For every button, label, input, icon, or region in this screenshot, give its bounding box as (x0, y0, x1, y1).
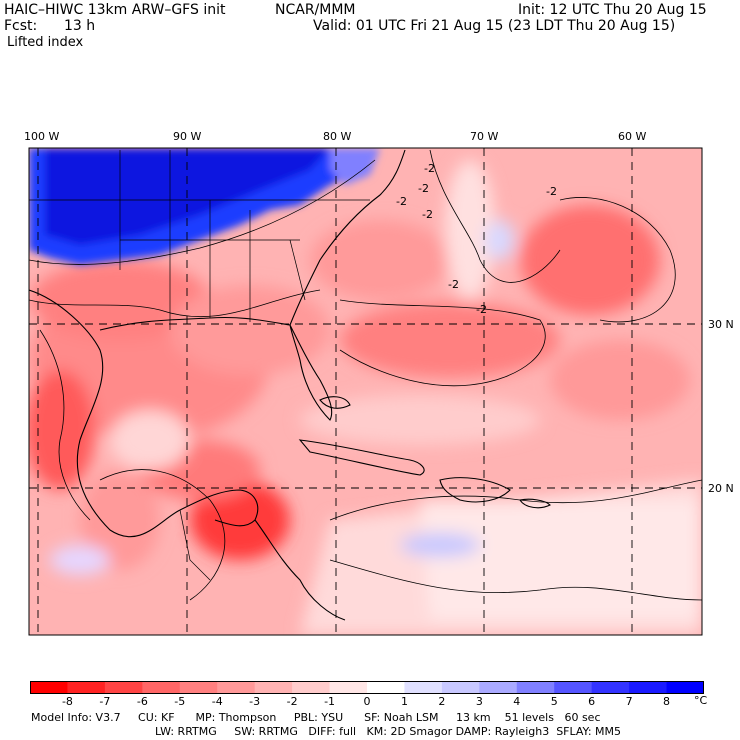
colorbar-swatch (142, 681, 181, 694)
lon-label-90w: 90 W (173, 130, 202, 143)
colorbar-unit: °C (694, 694, 708, 707)
colorbar-tick-label: -2 (286, 695, 298, 708)
colorbar (30, 681, 704, 694)
colorbar-swatch (629, 681, 668, 694)
field-name: Lifted index (7, 35, 84, 50)
colorbar-tick-label: 1 (400, 695, 408, 708)
colorbar-swatch (104, 681, 143, 694)
lat-label-30n: 30 N (708, 318, 734, 331)
colorbar-swatch (329, 681, 368, 694)
contour-label: -2 (396, 195, 407, 208)
colorbar-tick-label: -5 (174, 695, 186, 708)
contour-label: -2 (476, 303, 487, 316)
colorbar-swatch (404, 681, 443, 694)
contour-label: -2 (422, 208, 433, 221)
colorbar-swatch (67, 681, 106, 694)
colorbar-tick-label: -6 (136, 695, 148, 708)
colorbar-tick-label: 3 (475, 695, 483, 708)
colorbar-tick-label: 0 (363, 695, 371, 708)
colorbar-frame (30, 681, 704, 694)
contour-label: -2 (546, 185, 557, 198)
colorbar-tick-label: 5 (550, 695, 558, 708)
lon-label-100w: 100 W (24, 130, 60, 143)
lat-label-20n: 20 N (708, 482, 734, 495)
model-info-line2: LW: RRTMG SW: RRTMG DIFF: full KM: 2D Sm… (155, 725, 621, 738)
model-title: HAIC–HIWC 13km ARW–GFS init (4, 2, 226, 18)
colorbar-tick-label: 4 (513, 695, 521, 708)
fcst-value: 13 h (64, 18, 96, 34)
colorbar-swatch (217, 681, 256, 694)
valid-time: Valid: 01 UTC Fri 21 Aug 15 (23 LDT Thu … (313, 18, 676, 34)
contour-label: -2 (424, 162, 435, 175)
colorbar-swatch (30, 681, 68, 694)
colorbar-tick-label: -7 (99, 695, 111, 708)
colorbar-swatch (254, 681, 293, 694)
colorbar-swatch (441, 681, 480, 694)
map-frame (28, 147, 703, 636)
colorbar-swatch (666, 681, 704, 694)
colorbar-swatch (479, 681, 518, 694)
colorbar-tick-label: 8 (663, 695, 671, 708)
colorbar-swatch (367, 681, 405, 694)
colorbar-tick-label: -1 (324, 695, 336, 708)
contour-label: -2 (418, 182, 429, 195)
lon-label-60w: 60 W (618, 130, 647, 143)
colorbar-swatch (179, 681, 218, 694)
colorbar-tick-label: -4 (211, 695, 223, 708)
init-time: Init: 12 UTC Thu 20 Aug 15 (518, 2, 707, 18)
colorbar-swatch (591, 681, 630, 694)
lon-label-70w: 70 W (470, 130, 499, 143)
colorbar-tick-label: 7 (625, 695, 633, 708)
colorbar-swatch (516, 681, 555, 694)
colorbar-tick-label: -8 (61, 695, 73, 708)
lon-label-80w: 80 W (323, 130, 352, 143)
org-label: NCAR/MMM (275, 2, 356, 18)
fcst-label: Fcst: (4, 18, 38, 34)
colorbar-tick-label: -3 (249, 695, 261, 708)
colorbar-tick-label: 2 (438, 695, 446, 708)
colorbar-swatch (292, 681, 331, 694)
colorbar-swatch (554, 681, 593, 694)
colorbar-tick-label: 6 (588, 695, 596, 708)
model-info-line1: Model Info: V3.7 CU: KF MP: Thompson PBL… (31, 711, 601, 724)
contour-label: -2 (448, 278, 459, 291)
